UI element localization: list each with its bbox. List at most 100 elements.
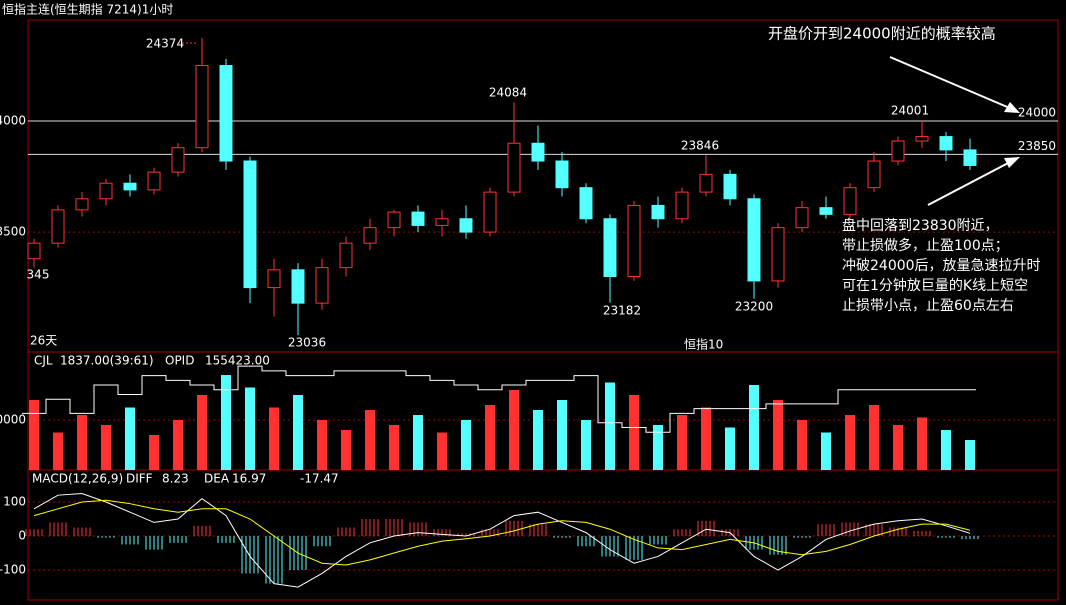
candle-body	[699, 173, 713, 193]
candle-body	[51, 209, 65, 244]
candle-body	[315, 267, 329, 304]
candle-body	[627, 204, 641, 277]
volume-bar	[605, 382, 615, 470]
macd-header: MACD(12,26,9)	[32, 472, 123, 486]
candle-body	[843, 187, 857, 215]
candle-body	[411, 211, 425, 226]
candle-body	[27, 242, 41, 260]
volume-bar	[197, 395, 207, 470]
volume-bar	[269, 407, 279, 470]
candle-body	[363, 227, 377, 244]
macd-header: DIFF	[126, 472, 153, 486]
candle-body	[915, 136, 929, 142]
candle-body	[507, 142, 521, 193]
price-label: 24084	[489, 86, 527, 100]
y-tick-label: -100	[0, 563, 26, 577]
candle-body	[75, 198, 89, 211]
candle-body	[435, 218, 449, 226]
arrow	[927, 160, 1013, 206]
volume-bar	[917, 417, 927, 470]
volume-bar	[509, 390, 519, 470]
macd-line	[33, 499, 971, 566]
panel-border	[27, 19, 1059, 601]
candle-body	[771, 227, 785, 282]
volume-bar	[173, 420, 183, 470]
candle-body	[267, 269, 281, 289]
volume-bar	[461, 420, 471, 470]
volume-bar	[29, 400, 39, 470]
volume-bar	[437, 432, 447, 470]
candle-body	[675, 191, 689, 220]
candle-body	[963, 149, 977, 166]
volume-bar	[869, 405, 879, 470]
volume-bar	[893, 425, 903, 470]
candle-body	[171, 147, 185, 173]
volume-bar	[389, 425, 399, 470]
arrow	[889, 56, 1013, 110]
level-label: 24000	[1018, 106, 1056, 120]
macd-header: 8.23	[162, 472, 189, 486]
volume-header: CJL	[34, 354, 53, 368]
volume-bar	[125, 407, 135, 470]
note: 恒指10	[684, 337, 723, 352]
volume-header: 1837.00(39:61)	[60, 354, 154, 368]
volume-bar	[797, 420, 807, 470]
volume-bar	[53, 432, 63, 470]
arrow-head	[1004, 157, 1020, 168]
candle-body	[531, 142, 545, 162]
note: 26天	[30, 334, 57, 348]
candle-body	[219, 65, 233, 162]
candle-body	[459, 218, 473, 233]
y-tick-label: 3500	[0, 225, 26, 239]
volume-bar	[941, 430, 951, 470]
plan-line: 带止损做多，止盈100点；	[842, 237, 1009, 254]
macd-header: -17.47	[300, 472, 339, 486]
plan-line: 冲破24000后，放量急速拉升时	[842, 258, 1041, 274]
volume-header: 155423.00	[205, 354, 270, 368]
macd-header: 16.97	[232, 472, 266, 486]
plan-line: 可在1分钟放巨量的K线上短空	[842, 277, 1028, 294]
volume-bar	[773, 400, 783, 470]
volume-bar	[653, 425, 663, 470]
candle-body	[867, 160, 881, 189]
candle-body	[387, 211, 401, 229]
volume-bar	[629, 395, 639, 470]
price-label: 23036	[288, 336, 326, 350]
candle-body	[651, 204, 665, 220]
volume-bar	[293, 395, 303, 470]
opid-line	[22, 365, 976, 433]
volume-bar	[557, 400, 567, 470]
volume-bar	[221, 375, 231, 470]
candle-body	[579, 187, 593, 220]
level-label: 23850	[1018, 139, 1056, 153]
title-bar	[0, 0, 1066, 20]
y-tick-label: 4000	[0, 114, 26, 128]
candle-body	[195, 65, 209, 149]
y-tick-label: 100	[3, 494, 26, 508]
price-label: 23182	[603, 304, 641, 318]
candle-body	[795, 207, 809, 229]
candle-body	[555, 160, 569, 189]
candle-body	[339, 242, 353, 269]
volume-bar	[341, 430, 351, 470]
volume-bar	[245, 387, 255, 470]
plan-line: 盘中回落到23830附近，	[842, 217, 999, 234]
chart-title: 恒指主连(恒生期指 7214)1小时	[2, 2, 173, 17]
price-label: 23200	[735, 300, 773, 314]
volume-bar	[317, 420, 327, 470]
volume-header: OPID	[165, 354, 194, 368]
y-tick-label: 0	[18, 529, 26, 543]
plan-line: 止损带小点，止盈60点左右	[842, 298, 1014, 314]
volume-bar	[101, 425, 111, 470]
volume-bar	[845, 415, 855, 470]
volume-bar	[749, 385, 759, 470]
candle-body	[939, 136, 953, 151]
candle-body	[819, 207, 833, 215]
candle-body	[291, 269, 305, 304]
volume-bar	[581, 420, 591, 470]
price-label: 24001	[891, 104, 929, 118]
macd-line	[33, 492, 971, 588]
volume-bar	[533, 410, 543, 470]
